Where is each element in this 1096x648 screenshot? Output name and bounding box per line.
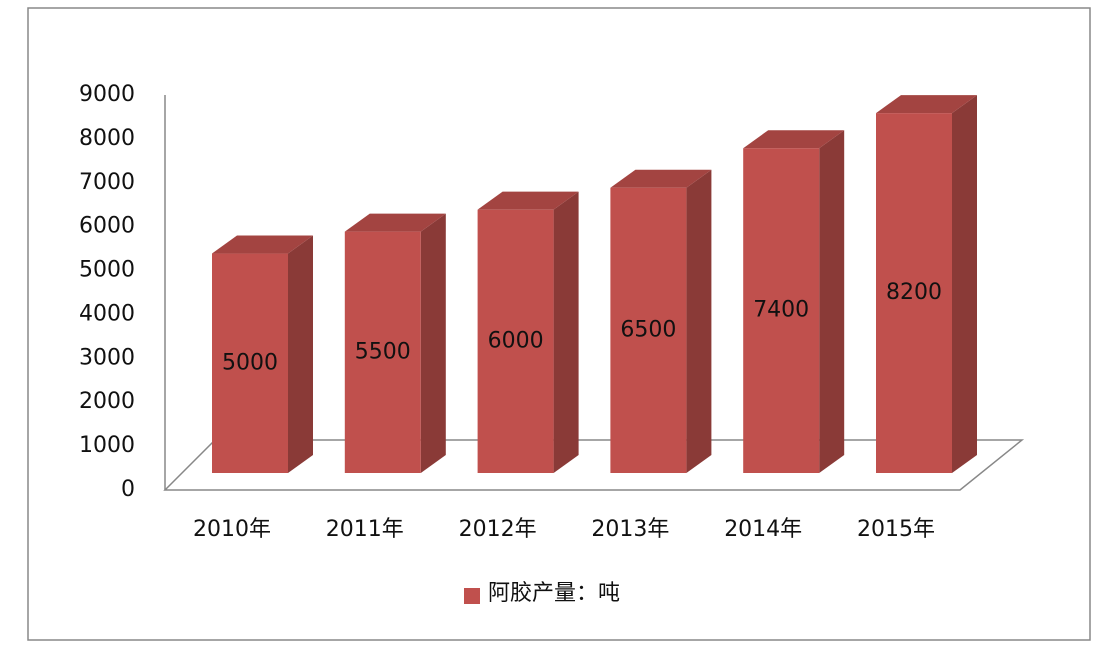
data-label: 6500 [620, 317, 676, 342]
bar-side [288, 235, 313, 473]
y-tick-label: 3000 [79, 345, 135, 370]
data-label: 8200 [886, 280, 942, 305]
bar-side [420, 213, 446, 473]
legend-swatch [464, 588, 480, 604]
y-tick-label: 0 [121, 477, 135, 502]
bar-top [743, 130, 845, 149]
data-label: 7400 [753, 298, 809, 323]
x-tick-label: 2014年 [724, 517, 802, 542]
bar [610, 187, 687, 473]
x-tick-label: 2013年 [591, 517, 669, 542]
bar [344, 231, 421, 473]
plot: 0 1000 2000 3000 4000 5000 6000 7000 8000 9000 500… [79, 82, 977, 542]
bar [477, 209, 554, 473]
bar-side [952, 95, 977, 473]
data-label: 6000 [488, 328, 544, 353]
y-tick-label: 8000 [79, 126, 135, 151]
bar-top [610, 169, 712, 188]
y-tick-label: 1000 [79, 433, 135, 458]
x-tick-label: 2010年 [193, 517, 271, 542]
data-label: 5500 [355, 339, 411, 364]
bar-top [344, 213, 446, 232]
y-tick-label: 5000 [79, 258, 135, 283]
bar-top [212, 235, 313, 254]
x-tick-label: 2011年 [326, 517, 404, 542]
x-tick-label: 2012年 [459, 517, 537, 542]
bar-side [686, 169, 712, 473]
x-tick-label: 2015年 [857, 517, 935, 542]
bar-side [553, 191, 579, 473]
bar [876, 113, 952, 473]
y-tick-label: 2000 [79, 389, 135, 414]
y-tick-label: 4000 [79, 301, 135, 326]
legend-label: 阿胶产量：吨 [488, 581, 620, 606]
bar-side [819, 130, 845, 473]
y-tick-label: 6000 [79, 214, 135, 239]
data-label: 5000 [222, 350, 278, 375]
y-tick-label: 9000 [79, 82, 135, 107]
y-tick-label: 7000 [79, 170, 135, 195]
bar-top [477, 191, 579, 210]
bar [212, 253, 288, 473]
floor [163, 439, 1025, 491]
bar [743, 148, 820, 473]
bar-top [876, 95, 977, 114]
